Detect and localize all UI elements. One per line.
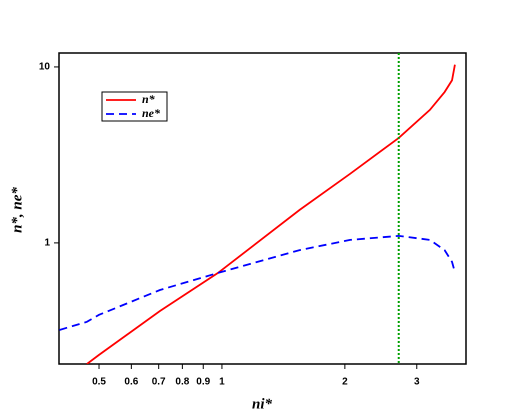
plot-area xyxy=(59,53,456,364)
x-tick-label: 3 xyxy=(414,377,420,388)
legend-box xyxy=(101,91,168,122)
y-tick-label: 1 xyxy=(44,238,50,249)
x-tick-label: 0.7 xyxy=(152,377,166,388)
x-tick-label: 0.5 xyxy=(92,377,106,388)
x-tick-label: 0.9 xyxy=(196,377,210,388)
y-tick-label: 10 xyxy=(39,62,51,73)
x-tick-label: 1 xyxy=(219,377,225,388)
legend-label: ne* xyxy=(142,106,161,120)
legend-label: n* xyxy=(142,92,156,106)
plot-frame xyxy=(58,52,467,365)
x-axis-label: ni* xyxy=(252,396,273,412)
x-tick-label: 0.6 xyxy=(124,377,138,388)
x-tick-label: 0.8 xyxy=(175,377,189,388)
x-tick-label: 2 xyxy=(342,377,348,388)
series-line xyxy=(86,64,456,364)
series-line xyxy=(59,234,456,331)
y-axis-label: n*, ne* xyxy=(9,187,25,233)
